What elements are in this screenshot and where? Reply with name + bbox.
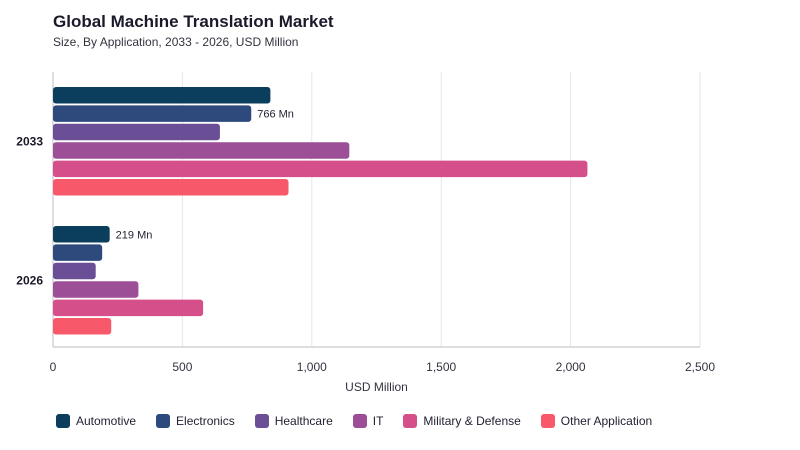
bar-electronics	[53, 244, 103, 261]
bar-it	[53, 142, 350, 159]
chart-subtitle: Size, By Application, 2033 - 2026, USD M…	[53, 35, 299, 49]
x-tick-label: 1,500	[426, 360, 456, 374]
legend-swatch	[352, 414, 367, 428]
bar-automotive	[53, 226, 110, 243]
legend-label: Healthcare	[274, 414, 333, 428]
legend-label: IT	[372, 414, 384, 428]
legend-swatch	[56, 414, 70, 428]
legend-label: Other Application	[560, 414, 653, 428]
bar-other-application	[53, 318, 112, 335]
category-label: 2033	[16, 134, 43, 148]
chart-legend: Automotive Electronics Healthcare IT Militar…	[56, 414, 652, 428]
legend-swatch	[403, 414, 418, 428]
x-tick-label: 0	[50, 360, 57, 374]
legend-label: Electronics	[176, 414, 235, 428]
legend-item: Other Application	[540, 414, 653, 428]
legend-swatch	[254, 414, 269, 428]
bar-healthcare	[53, 123, 220, 141]
bar-healthcare	[53, 262, 96, 280]
x-tick-label: 2,500	[685, 360, 715, 374]
legend-item: Automotive	[56, 414, 136, 428]
bar-military-defense	[53, 160, 588, 178]
legend-label: Automotive	[76, 414, 137, 428]
bar-it	[53, 281, 139, 298]
bar-automotive	[53, 87, 271, 104]
legend-swatch	[540, 414, 555, 428]
x-tick-label: 2,000	[556, 360, 586, 374]
chart-title: Global Machine Translation Market	[53, 12, 334, 31]
data-label: 219 Mn	[116, 229, 153, 241]
legend-item: Healthcare	[254, 414, 333, 428]
legend-item: Electronics	[156, 414, 235, 428]
x-tick-label: 1,000	[297, 360, 327, 374]
data-label: 766 Mn	[257, 109, 294, 121]
x-axis-title: USD Million	[345, 380, 408, 394]
legend-swatch	[156, 414, 171, 428]
bar-electronics	[53, 105, 252, 122]
x-tick-label: 500	[172, 360, 192, 374]
bar-other-application	[53, 179, 289, 196]
legend-label: Military & Defense	[423, 414, 521, 428]
category-label: 2026	[16, 273, 43, 287]
legend-item: IT	[352, 414, 384, 428]
legend-item: Military & Defense	[403, 414, 521, 428]
bar-military-defense	[53, 299, 204, 317]
